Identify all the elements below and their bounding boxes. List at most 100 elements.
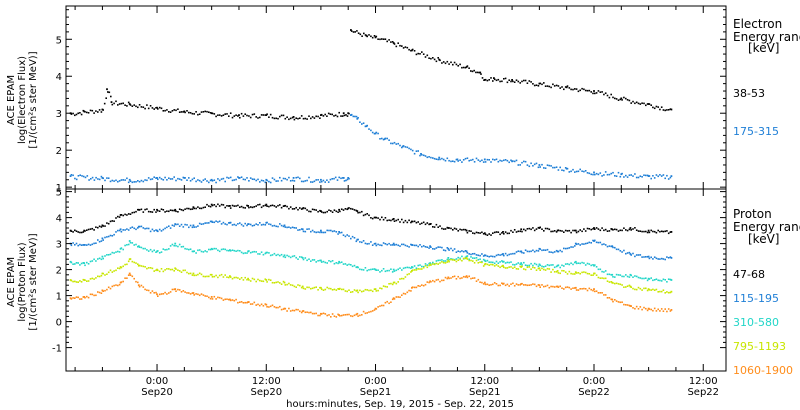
data-dot [572, 287, 574, 289]
data-dot [461, 277, 463, 279]
data-dot [138, 180, 141, 183]
data-dot [410, 148, 412, 151]
data-dot [391, 244, 394, 246]
data-dot [228, 177, 230, 179]
data-dot [566, 85, 569, 87]
data-dot [413, 152, 416, 155]
data-dot [635, 288, 638, 291]
data-dot [135, 228, 137, 231]
data-dot [452, 229, 454, 231]
data-dot [286, 226, 288, 229]
data-point [670, 175, 673, 177]
data-dot [220, 273, 223, 276]
data-dot [617, 274, 620, 276]
data-dot [486, 283, 489, 286]
data-dot [446, 277, 449, 280]
data-dot [315, 261, 317, 263]
data-dot [361, 290, 363, 293]
data-dot [160, 268, 163, 270]
data-dot [508, 161, 510, 164]
data-dot [255, 116, 257, 118]
data-dot [160, 107, 163, 110]
data-dot [421, 268, 423, 270]
data-dot [259, 253, 261, 255]
data-dot [266, 306, 268, 308]
data-dot [497, 284, 500, 287]
data-dot [570, 231, 572, 234]
data-dot [523, 252, 525, 254]
data-dot [288, 282, 290, 285]
data-dot [162, 209, 165, 211]
electron-y-label: ACE EPAM log(Electron Flux) [1/(cm²s ste… [6, 51, 39, 148]
data-dot [477, 258, 480, 261]
data-dot [208, 111, 210, 113]
data-dot [557, 169, 560, 171]
data-dot [476, 71, 479, 74]
data-dot [240, 277, 243, 279]
electron-legend-title: Electron [733, 17, 782, 31]
data-dot [590, 173, 592, 176]
data-dot [342, 234, 345, 236]
x-tick-date-label: Sep21 [360, 387, 392, 398]
data-dot [193, 294, 195, 296]
data-dot [645, 307, 647, 310]
data-dot [634, 173, 636, 175]
data-dot [310, 287, 312, 290]
data-point [338, 208, 340, 211]
data-dot [135, 280, 137, 283]
data-point [502, 264, 504, 267]
data-dot [277, 204, 279, 207]
data-dot [362, 122, 365, 124]
data-dot [402, 243, 405, 246]
data-dot [182, 111, 185, 113]
data-dot [97, 226, 99, 229]
data-point [556, 270, 559, 272]
data-dot [501, 253, 503, 256]
data-dot [477, 278, 480, 281]
data-dot [100, 258, 103, 261]
data-dot [75, 262, 78, 264]
data-dot [422, 284, 425, 287]
data-dot [546, 284, 549, 287]
data-dot [446, 261, 449, 263]
data-dot [106, 254, 108, 256]
data-dot [118, 229, 121, 232]
data-dot [371, 310, 374, 312]
data-dot [426, 266, 429, 269]
data-dot [470, 259, 472, 262]
data-dot [322, 312, 325, 315]
data-dot [653, 279, 656, 281]
data-dot [553, 271, 556, 273]
data-dot [342, 288, 345, 291]
data-dot [437, 57, 439, 59]
data-dot [74, 297, 76, 299]
data-dot [664, 308, 666, 310]
data-dot [535, 263, 538, 266]
data-dot [260, 206, 263, 209]
data-dot [466, 231, 469, 234]
data-dot [555, 285, 558, 288]
data-point [265, 279, 268, 281]
data-dot [604, 228, 607, 231]
data-dot [118, 103, 121, 105]
data-point [502, 231, 504, 233]
data-dot [153, 176, 155, 178]
data-dot [218, 220, 221, 223]
data-point [119, 247, 122, 250]
data-dot [645, 174, 647, 177]
data-dot [118, 180, 121, 182]
data-dot [382, 242, 385, 244]
data-dot [169, 209, 172, 211]
data-dot [521, 230, 523, 233]
data-dot [528, 80, 531, 82]
data-dot [508, 261, 510, 264]
data-dot [135, 262, 137, 264]
data-dot [310, 181, 312, 183]
data-dot [581, 87, 583, 90]
data-point [374, 216, 377, 219]
data-dot [399, 296, 401, 298]
data-point [629, 285, 632, 288]
data-dot [215, 220, 217, 222]
data-dot [322, 211, 325, 214]
data-dot [479, 281, 481, 283]
